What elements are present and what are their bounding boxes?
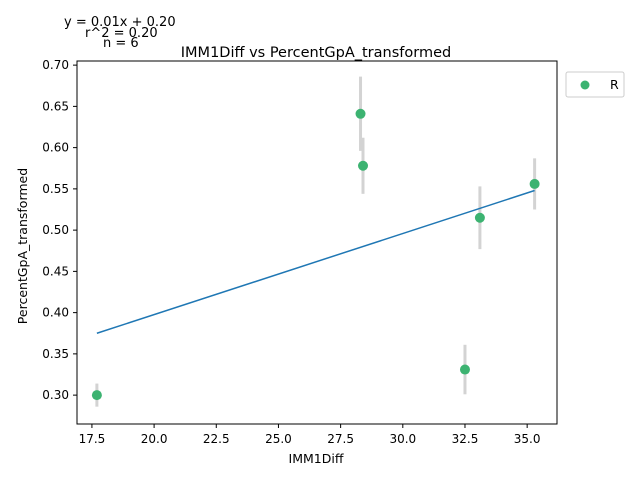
y-tick-label: 0.45 [42,264,69,278]
x-tick-label: 20.0 [141,432,168,446]
errorbars-group [95,76,537,407]
x-axis-ticks: 17.5 20.0 22.5 25.0 27.5 30.0 32.5 35.0 [79,424,541,446]
data-point [474,212,485,223]
data-point [459,364,470,375]
legend-marker [580,80,590,90]
data-point [358,160,369,171]
x-tick-label: 35.0 [514,432,541,446]
x-tick-label: 22.5 [203,432,230,446]
y-tick-label: 0.35 [42,347,69,361]
data-point [91,390,102,401]
y-tick-label: 0.65 [42,99,69,113]
fit-line [96,189,535,334]
x-tick-label: 30.0 [389,432,416,446]
x-tick-label: 27.5 [327,432,354,446]
legend-label: R [610,77,619,92]
x-tick-label: 32.5 [452,432,479,446]
x-tick-label: 17.5 [79,432,106,446]
annotation-r-squared: r^2 = 0.20 [85,26,158,41]
y-tick-label: 0.40 [42,306,69,320]
annotation-equation: y = 0.01x + 0.20 [64,15,176,30]
y-tick-label: 0.30 [42,388,69,402]
points-group [91,108,540,401]
chart-title: IMM1Diff vs PercentGpA_transformed [181,45,451,61]
legend: R [565,71,625,98]
x-axis-label: IMM1Diff [289,451,344,466]
y-axis-label: PercentGpA_transformed [15,168,30,324]
fit-line-group [96,189,535,334]
y-axis-ticks: 0.30 0.35 0.40 0.45 0.50 0.55 0.60 0.65 0.70 [42,58,77,402]
x-tick-label: 25.0 [265,432,292,446]
data-point [355,108,366,119]
annotation-n: n = 6 [103,36,139,51]
plot-frame [76,60,558,425]
y-tick-label: 0.50 [42,223,69,237]
legend-box [565,71,625,98]
y-tick-label: 0.70 [42,58,69,72]
data-point [529,178,540,189]
y-tick-label: 0.55 [42,182,69,196]
y-tick-label: 0.60 [42,141,69,155]
